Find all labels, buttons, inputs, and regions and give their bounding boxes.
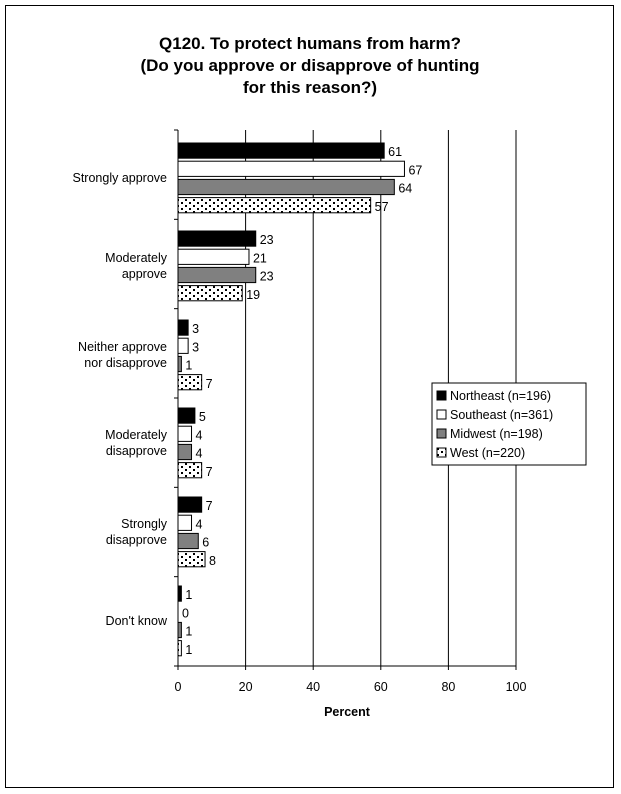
legend-swatch	[436, 390, 447, 401]
category-label: Moderately	[105, 251, 168, 265]
legend: Northeast (n=196) Southeast (n=361) Midwes…	[431, 382, 587, 466]
bar	[177, 621, 182, 639]
legend-swatch	[436, 447, 447, 458]
bar	[177, 640, 182, 657]
chart-title: Q120. To protect humans from harm? (Do yo…	[140, 34, 479, 97]
bar	[177, 425, 193, 442]
bar	[177, 355, 182, 373]
gridlines	[245, 130, 517, 666]
bar	[177, 337, 189, 354]
bar	[177, 407, 196, 424]
bar	[177, 551, 206, 568]
bar	[177, 496, 203, 513]
data-label: 7	[206, 499, 213, 513]
data-label: 61	[388, 145, 402, 159]
bar	[177, 319, 189, 336]
title-line-3: for this reason?)	[243, 78, 377, 97]
legend-entry: Midwest (n=198)	[450, 427, 543, 441]
data-label: 23	[260, 233, 274, 247]
data-label: 4	[196, 428, 203, 442]
data-label: 64	[398, 182, 412, 196]
x-tick-label: 0	[175, 680, 182, 694]
bar	[177, 266, 257, 284]
category-label: Strongly	[121, 517, 168, 531]
category-label: nor disapprove	[84, 356, 167, 370]
data-label: 6	[202, 536, 209, 550]
bar	[177, 585, 182, 602]
category-label: Moderately	[105, 428, 168, 442]
data-label: 1	[185, 625, 192, 639]
data-label: 1	[185, 359, 192, 373]
bar	[177, 142, 385, 159]
data-label: 21	[253, 251, 267, 265]
x-tick-label: 20	[239, 680, 253, 694]
x-axis-label: Percent	[324, 705, 371, 719]
data-label: 4	[196, 517, 203, 531]
bar	[177, 285, 243, 302]
data-label: 57	[375, 200, 389, 214]
legend-box	[431, 382, 587, 466]
category-labels: Strongly approve Moderately approve Neither…	[72, 171, 167, 628]
category-label: Don't know	[106, 614, 168, 628]
data-label: 7	[206, 377, 213, 391]
x-tick-label: 60	[374, 680, 388, 694]
bar	[177, 248, 250, 265]
title-line-1: Q120. To protect humans from harm?	[159, 34, 461, 53]
bar	[177, 514, 193, 531]
legend-entry: West (n=220)	[450, 446, 525, 460]
legend-entry: Southeast (n=361)	[450, 408, 553, 422]
bar	[177, 532, 199, 550]
x-tick-label: 40	[306, 680, 320, 694]
x-tick-label: 100	[506, 680, 527, 694]
data-label: 0	[182, 606, 189, 620]
data-label: 23	[260, 270, 274, 284]
title-line-2: (Do you approve or disapprove of hunting	[140, 56, 479, 75]
data-label: 1	[185, 588, 192, 602]
bar	[177, 443, 193, 461]
bar	[177, 374, 203, 391]
bar	[177, 178, 395, 196]
chart-frame	[5, 5, 614, 788]
bar	[177, 230, 257, 247]
data-label: 3	[192, 322, 199, 336]
x-tick-label: 80	[441, 680, 455, 694]
data-label: 19	[246, 288, 260, 302]
category-label: Neither approve	[78, 340, 167, 354]
legend-swatch	[436, 409, 447, 420]
data-label: 5	[199, 410, 206, 424]
data-label: 67	[408, 163, 422, 177]
category-label: Strongly approve	[72, 171, 167, 185]
category-label: disapprove	[106, 533, 167, 547]
bar	[177, 462, 203, 479]
data-label: 7	[206, 465, 213, 479]
data-label: 4	[196, 447, 203, 461]
bar	[177, 197, 372, 214]
bar	[177, 160, 405, 177]
legend-swatch	[436, 428, 447, 439]
category-label: approve	[122, 267, 167, 281]
data-label: 8	[209, 554, 216, 568]
legend-entry: Northeast (n=196)	[450, 389, 551, 403]
data-label: 1	[185, 643, 192, 657]
data-label: 3	[192, 340, 199, 354]
category-label: disapprove	[106, 444, 167, 458]
